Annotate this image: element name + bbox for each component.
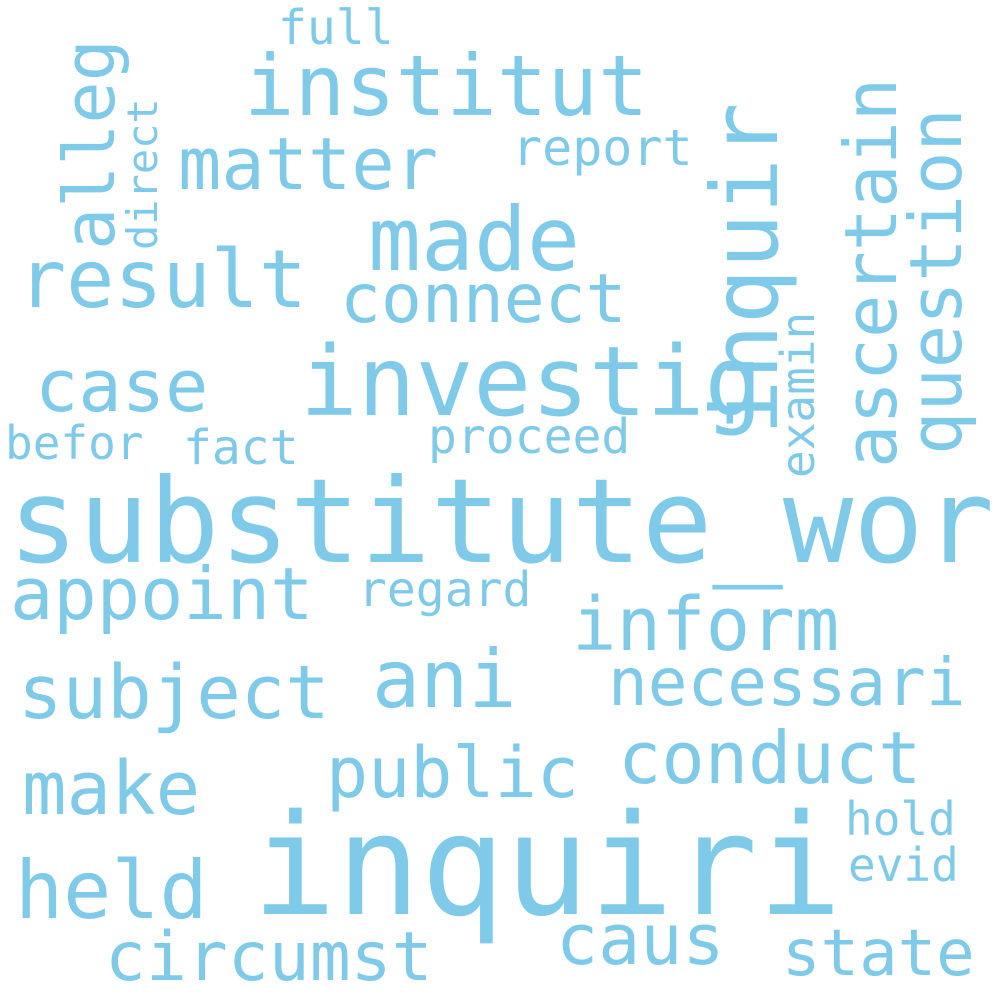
word-direct: direct xyxy=(118,98,167,250)
word-necessari: necessari xyxy=(608,644,966,721)
word-inform: inform xyxy=(572,582,840,668)
word-connect: connect xyxy=(340,260,627,339)
word-caus: caus xyxy=(556,899,725,981)
word-alleg: alleg xyxy=(49,39,131,250)
word-fact: fact xyxy=(183,420,299,476)
word-matter: matter xyxy=(178,122,439,206)
word-proceed: proceed xyxy=(428,409,631,465)
word-make: make xyxy=(22,746,201,832)
word-investig: investig xyxy=(300,326,763,438)
word-hold: hold xyxy=(845,792,956,846)
word-inquiri: inquiri xyxy=(252,785,843,948)
word-held: held xyxy=(15,844,208,937)
word-ascertain: ascertain xyxy=(829,77,913,468)
word-circumst: circumst xyxy=(105,918,433,997)
word-examin: examin xyxy=(771,311,825,478)
word-appoint: appoint xyxy=(10,552,314,636)
word-case: case xyxy=(35,344,209,428)
word-evid: evid xyxy=(848,838,959,892)
word-befor: befor xyxy=(5,416,144,470)
word-public: public xyxy=(326,732,579,814)
word-state: state xyxy=(782,917,975,991)
word-report: report xyxy=(512,119,693,177)
word-full: full xyxy=(278,0,394,56)
word-institut: institut xyxy=(244,37,649,135)
word-conduct: conduct xyxy=(618,716,922,800)
word-result: result xyxy=(18,233,307,326)
word-ani: ani xyxy=(372,633,517,726)
word-substitute-word: substitute_word xyxy=(8,453,1000,590)
word-regard: regard xyxy=(358,562,532,618)
word-made: made xyxy=(368,188,580,291)
word-subject: subject xyxy=(18,650,330,736)
